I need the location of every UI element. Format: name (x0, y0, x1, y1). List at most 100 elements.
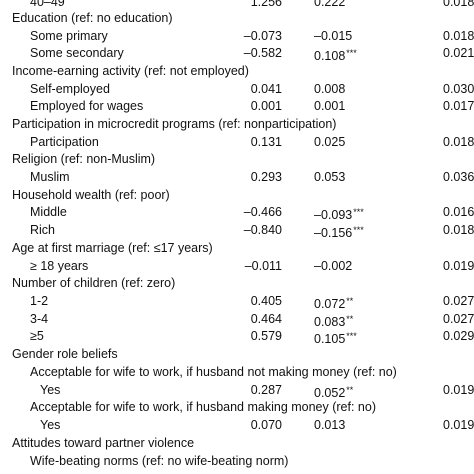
table-row: Some secondary –0.582 0.108*** 0.021 (0, 44, 474, 63)
row-label: ≥ 18 years (30, 259, 89, 273)
standard-error-value: 0.027 (443, 294, 474, 308)
table-section-header: Acceptable for wife to work, if husband … (0, 398, 474, 416)
table-section-header: Wife-beating norms (ref: no wife-beating… (0, 452, 474, 470)
row-label: Number of children (ref: zero) (12, 276, 176, 290)
standard-error-value: 0.027 (443, 312, 474, 326)
standard-error-value: 0.016 (443, 205, 474, 219)
standard-error-value: 0.018 (443, 223, 474, 237)
row-label: Yes (40, 383, 61, 397)
table-section-header: Household wealth (ref: poor) (0, 186, 474, 204)
significance-marker: *** (346, 48, 357, 58)
coefficient-value: –0.073 (243, 29, 282, 43)
coefficient-value: 1.256 (250, 0, 282, 9)
coefficient-value: –0.840 (243, 223, 282, 237)
standard-error-value: 0.030 (443, 82, 474, 96)
marginal-effect-value: 0.108*** (314, 48, 357, 63)
significance-marker: *** (353, 225, 364, 235)
table-section-header: Acceptable for wife to work, if husband … (0, 363, 474, 381)
standard-error-value: 0.036 (443, 170, 474, 184)
coefficient-value: –0.582 (243, 46, 282, 60)
row-label: Household wealth (ref: poor) (12, 188, 170, 202)
row-label: Age at first marriage (ref: ≤17 years) (12, 241, 213, 255)
table-row: Participation 0.131 0.025 0.018 (0, 133, 474, 151)
row-label: Yes (40, 418, 61, 432)
coefficient-value: 0.287 (250, 383, 282, 397)
table-row: Muslim 0.293 0.053 0.036 (0, 168, 474, 186)
table-section-header: Participation in microcredit programs (r… (0, 115, 474, 133)
marginal-effect-value: 0.083** (314, 314, 354, 329)
coefficient-value: –0.466 (243, 205, 282, 219)
row-label: Some secondary (30, 46, 124, 60)
row-label: 40–49 (30, 0, 65, 9)
table-row: ≥ 18 years –0.011 –0.002 0.019 (0, 257, 474, 275)
standard-error-value: 0.017 (443, 99, 474, 113)
table-section-header: Age at first marriage (ref: ≤17 years) (0, 239, 474, 257)
marginal-effect-value: 0.008 (314, 82, 346, 96)
marginal-effect-value: 0.013 (314, 418, 346, 432)
row-label: Some primary (30, 29, 108, 43)
marginal-effect-value: 0.072** (314, 296, 354, 311)
row-label: Participation in microcredit programs (r… (12, 117, 337, 131)
table-row: ≥5 0.579 0.105*** 0.029 (0, 327, 474, 346)
table-row: 3-4 0.464 0.083** 0.027 (0, 310, 474, 329)
table-row: 1-2 0.405 0.072** 0.027 (0, 292, 474, 311)
table-section-header: Number of children (ref: zero) (0, 274, 474, 292)
row-label: Participation (30, 135, 99, 149)
row-label: Acceptable for wife to work, if husband … (30, 400, 376, 414)
row-label: Religion (ref: non-Muslim) (12, 152, 156, 166)
marginal-effect-value: 0.222 (314, 0, 346, 9)
table-row: Rich –0.840 –0.156*** 0.018 (0, 221, 474, 240)
significance-marker: ** (346, 314, 354, 324)
coefficient-value: 0.464 (250, 312, 282, 326)
standard-error-value: 0.019 (443, 418, 474, 432)
standard-error-value: 0.019 (443, 259, 474, 273)
marginal-effect-value: –0.156*** (314, 225, 364, 240)
table-section-header: Gender role beliefs (0, 345, 474, 363)
standard-error-value: 0.021 (443, 46, 474, 60)
marginal-effect-value: –0.093*** (314, 207, 364, 222)
marginal-effect-value: 0.001 (314, 99, 346, 113)
row-label: Income-earning activity (ref: not employ… (12, 64, 249, 78)
marginal-effect-value: 0.053 (314, 170, 346, 184)
marginal-effect-value: –0.002 (314, 259, 353, 273)
table-row: Employed for wages 0.001 0.001 0.017 (0, 97, 474, 115)
significance-marker: *** (346, 331, 357, 341)
row-label: Rich (30, 223, 56, 237)
row-label: ≥5 (30, 329, 44, 343)
significance-marker: ** (346, 385, 354, 395)
marginal-effect-value: 0.025 (314, 135, 346, 149)
table-section-header: Attitudes toward partner violence (0, 434, 474, 452)
row-label: 1-2 (30, 294, 49, 308)
significance-marker: ** (346, 296, 354, 306)
coefficient-value: 0.131 (250, 135, 282, 149)
marginal-effect-value: –0.015 (314, 29, 353, 43)
row-label: Self-employed (30, 82, 110, 96)
row-label: Education (ref: no education) (12, 11, 173, 25)
coefficient-value: 0.579 (250, 329, 282, 343)
standard-error-value: 0.018 (443, 135, 474, 149)
coefficient-value: 0.405 (250, 294, 282, 308)
coefficient-value: 0.041 (250, 82, 282, 96)
row-label: Wife-beating norms (ref: no wife-beating… (30, 454, 289, 468)
coefficient-value: 0.293 (250, 170, 282, 184)
standard-error-value: 0.018 (443, 0, 474, 9)
coefficient-value: –0.011 (244, 259, 282, 273)
row-label: 3-4 (30, 312, 49, 326)
row-label: Acceptable for wife to work, if husband … (30, 365, 397, 379)
standard-error-value: 0.019 (443, 383, 474, 397)
marginal-effect-value: 0.105*** (314, 331, 357, 346)
table-section-header: Education (ref: no education) (0, 9, 474, 27)
coefficient-value: 0.001 (250, 99, 282, 113)
row-label: Attitudes toward partner violence (12, 436, 195, 450)
marginal-effect-value: 0.052** (314, 385, 354, 400)
row-label: Employed for wages (30, 99, 144, 113)
standard-error-value: 0.029 (443, 329, 474, 343)
table-section-header: Income-earning activity (ref: not employ… (0, 62, 474, 80)
standard-error-value: 0.018 (443, 29, 474, 43)
row-label: Muslim (30, 170, 70, 184)
coefficient-value: 0.070 (250, 418, 282, 432)
table-section-header: Religion (ref: non-Muslim) (0, 150, 474, 168)
table-row: 40–49 1.256 0.222 0.018 (0, 0, 474, 11)
table-row: Self-employed 0.041 0.008 0.030 (0, 80, 474, 98)
